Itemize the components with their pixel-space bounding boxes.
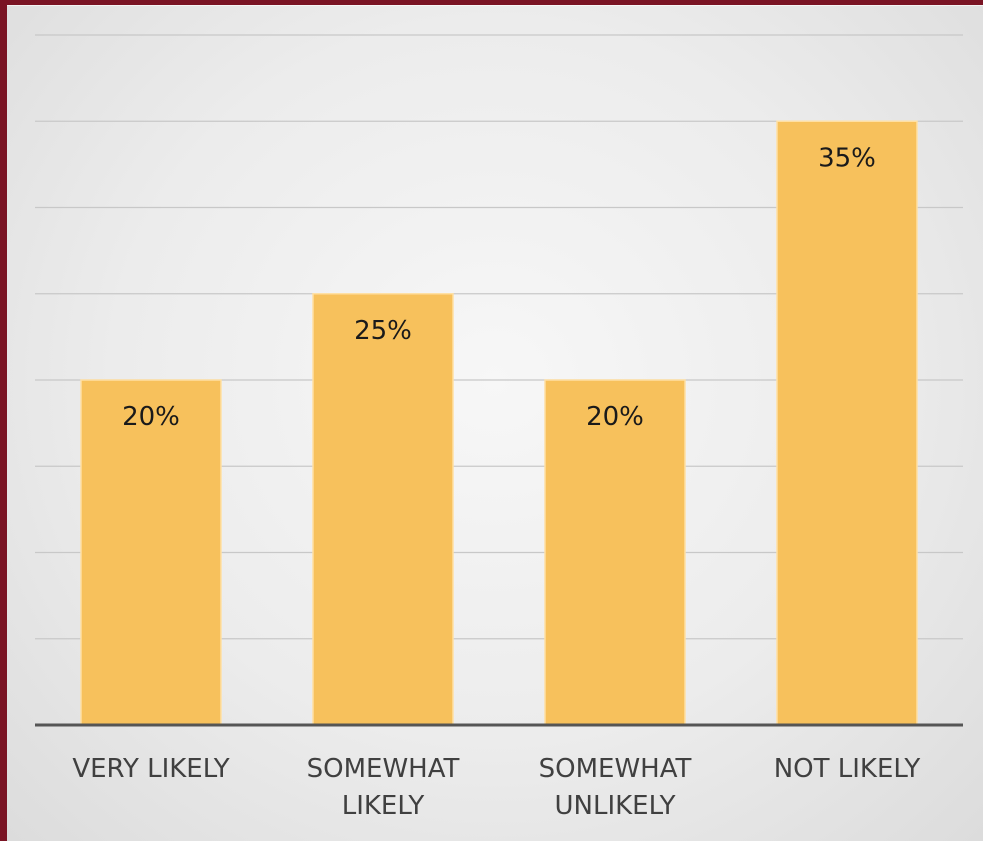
category-label: SOMEWHAT xyxy=(307,754,460,784)
data-label: 35% xyxy=(818,143,876,173)
bar xyxy=(80,379,222,726)
data-label: 25% xyxy=(354,316,412,346)
bar xyxy=(312,293,454,726)
category-label: UNLIKELY xyxy=(554,791,675,821)
category-label: VERY LIKELY xyxy=(72,754,229,784)
category-label: NOT LIKELY xyxy=(774,754,921,784)
category-label: LIKELY xyxy=(342,791,425,821)
bar xyxy=(544,379,686,726)
bar-chart: 20% VERY LIKELY 25% SOMEWHAT LIKELY 20% SOMEWH… xyxy=(35,34,963,821)
data-label: 20% xyxy=(586,402,644,432)
category-label: SOMEWHAT xyxy=(539,754,692,784)
bar xyxy=(776,120,918,726)
chart-frame: 20% VERY LIKELY 25% SOMEWHAT LIKELY 20% SOMEWH… xyxy=(7,5,983,841)
data-label: 20% xyxy=(122,402,180,432)
